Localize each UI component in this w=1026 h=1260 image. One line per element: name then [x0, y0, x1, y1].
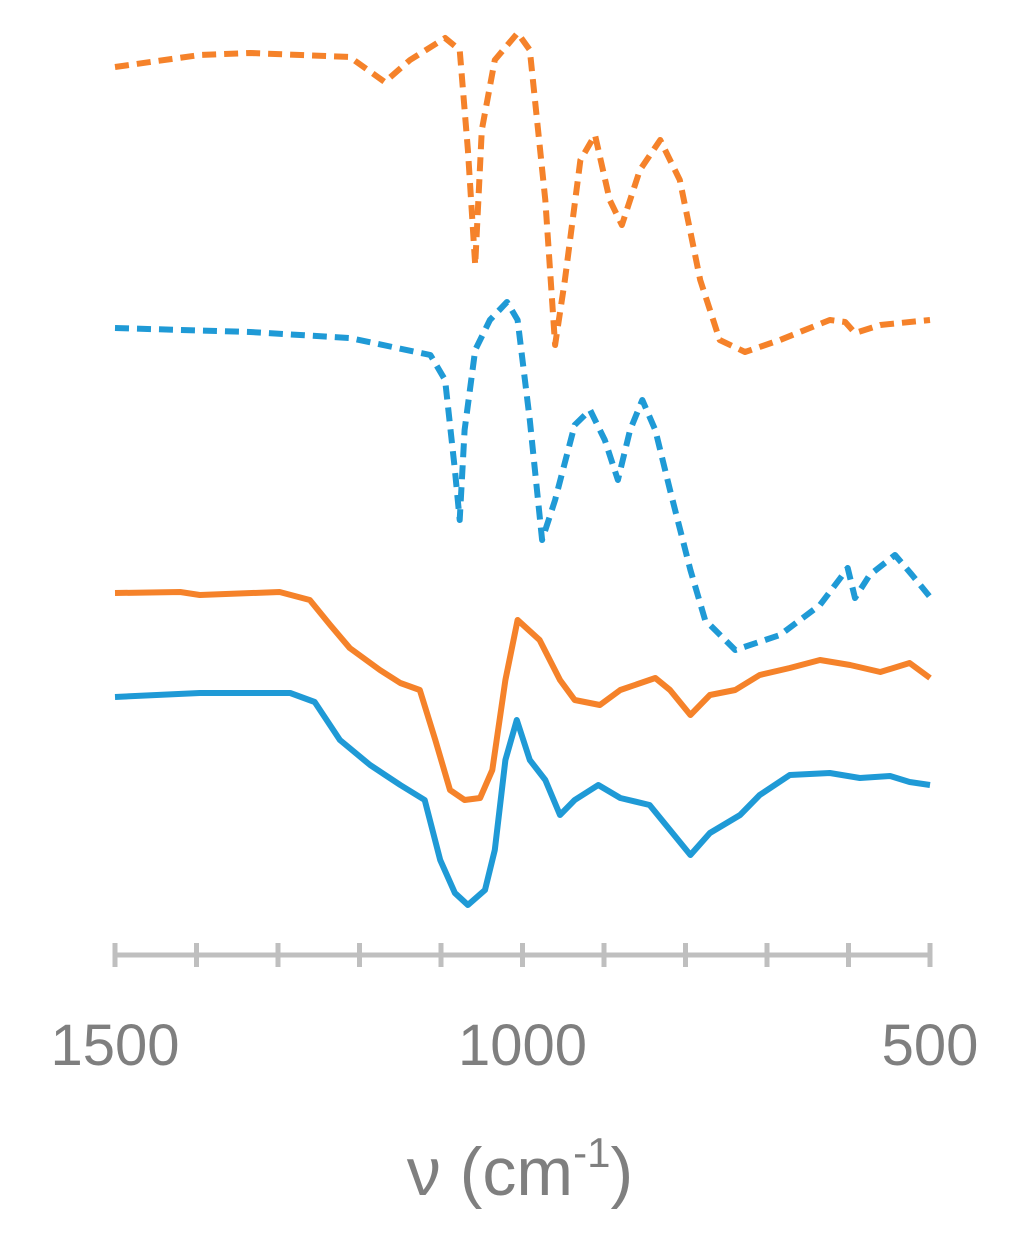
x-tick-label: 1500 — [50, 1013, 179, 1078]
x-tick-label: 1000 — [458, 1013, 587, 1078]
spectrum-line — [114, 299, 933, 653]
x-label-sup: -1 — [573, 1129, 610, 1176]
x-axis-label: ν (cm-1) — [407, 1129, 633, 1210]
spectrum-line — [114, 690, 931, 908]
x-label-end: ) — [610, 1134, 633, 1210]
spectrum-line — [114, 589, 932, 803]
spectrum-line — [114, 30, 931, 355]
x-label-base: ν (cm — [407, 1134, 573, 1210]
x-tick-label: 500 — [882, 1013, 979, 1078]
